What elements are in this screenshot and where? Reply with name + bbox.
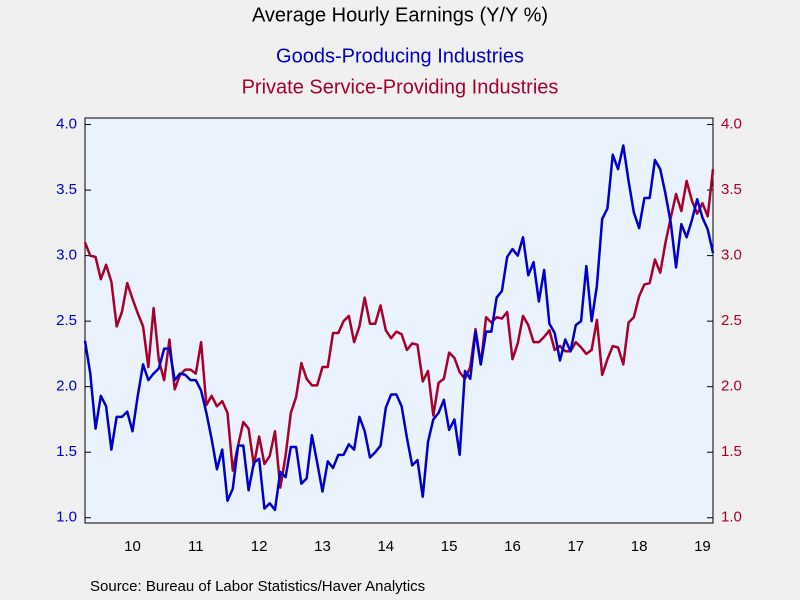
x-tick-label: 11 [188, 538, 204, 555]
source-note: Source: Bureau of Labor Statistics/Haver… [90, 578, 425, 595]
x-tick-label: 15 [441, 538, 458, 555]
x-tick-label: 19 [694, 538, 711, 555]
y2-tick-label: 2.5 [721, 312, 742, 329]
y-tick-label: 3.0 [56, 247, 77, 264]
legend-entry: Private Service-Providing Industries [242, 76, 559, 98]
y-tick-label: 1.0 [56, 509, 77, 526]
legend-entry: Goods-Producing Industries [276, 45, 524, 67]
y2-tick-label: 3.5 [721, 181, 742, 198]
series-line [83, 144, 715, 512]
chart-title: Average Hourly Earnings (Y/Y %) [252, 4, 548, 26]
x-tick-label: 16 [504, 538, 521, 555]
y2-tick-label: 4.0 [721, 116, 742, 133]
y2-tick-label: 1.0 [721, 509, 742, 526]
x-tick-label: 13 [314, 538, 331, 555]
series-line [83, 168, 715, 489]
x-tick-label: 12 [251, 538, 268, 555]
y-tick-label: 2.0 [56, 378, 77, 395]
y-tick-label: 2.5 [56, 312, 77, 329]
x-tick-label: 17 [567, 538, 584, 555]
y2-tick-label: 1.5 [721, 443, 742, 460]
y2-tick-label: 2.0 [721, 378, 742, 395]
x-tick-label: 18 [631, 538, 648, 555]
y-tick-label: 3.5 [56, 181, 77, 198]
plot-area [84, 117, 714, 524]
x-tick-label: 14 [377, 538, 394, 555]
y2-tick-label: 3.0 [721, 247, 742, 264]
y-tick-label: 1.5 [56, 443, 77, 460]
x-tick-label: 10 [124, 538, 141, 555]
y-tick-label: 4.0 [56, 116, 77, 133]
